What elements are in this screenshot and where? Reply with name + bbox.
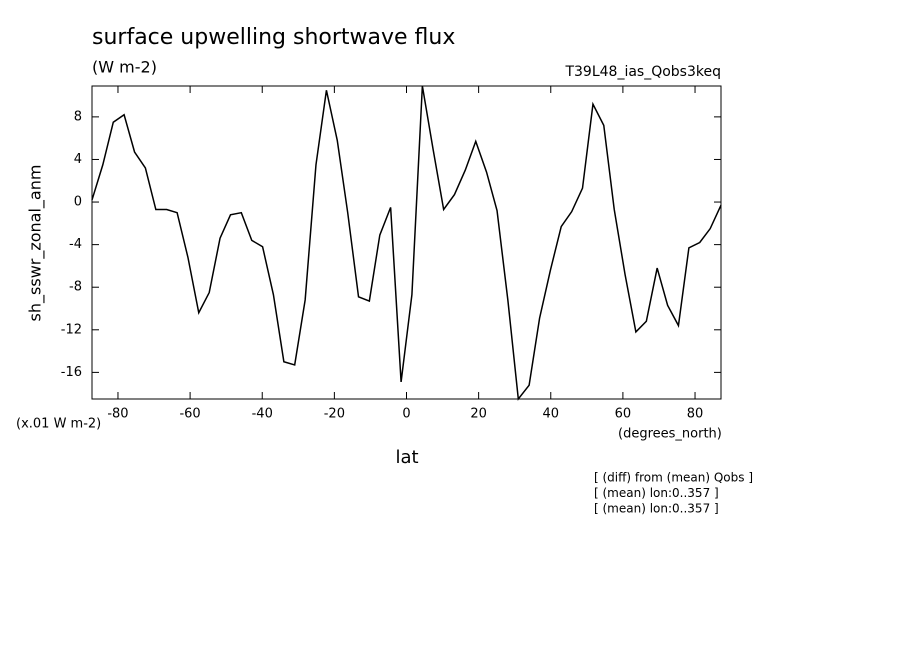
x-tick-label: 40 — [542, 407, 559, 422]
x-tick-label: 0 — [402, 407, 410, 422]
x-tick-label: -20 — [324, 407, 345, 422]
x-unit-note: (degrees_north) — [618, 427, 722, 442]
y-tick-label: 4 — [74, 152, 82, 167]
x-axis-label: lat — [395, 447, 418, 468]
y-unit-note: (x.01 W m-2) — [16, 417, 101, 432]
y-tick-label: -12 — [61, 322, 82, 337]
x-tick-label: -80 — [107, 407, 128, 422]
y-tick-label: 0 — [74, 195, 82, 210]
y-tick-label: 8 — [74, 109, 82, 124]
note: [ (mean) lon:0..357 ] — [594, 486, 719, 500]
chart-subtitle: (W m-2) — [92, 58, 157, 77]
y-axis-label: sh_sswr_zonal_anm — [26, 165, 46, 322]
note: [ (diff) from (mean) Qobs ] — [594, 471, 753, 485]
x-tick-label: 20 — [470, 407, 487, 422]
annotation: T39L48_ias_Qobs3keq — [564, 64, 721, 80]
x-tick-label: 80 — [687, 407, 704, 422]
x-tick-label: -40 — [252, 407, 273, 422]
data-line — [91, 85, 722, 401]
y-tick-label: -4 — [69, 237, 82, 252]
note: [ (mean) lon:0..357 ] — [594, 502, 719, 516]
x-tick-label: 60 — [615, 407, 632, 422]
chart-title: surface upwelling shortwave flux — [92, 25, 455, 50]
x-tick-label: -60 — [179, 407, 200, 422]
y-tick-label: -8 — [69, 280, 82, 295]
plot-frame — [91, 85, 722, 400]
y-tick-label: -16 — [61, 365, 82, 380]
